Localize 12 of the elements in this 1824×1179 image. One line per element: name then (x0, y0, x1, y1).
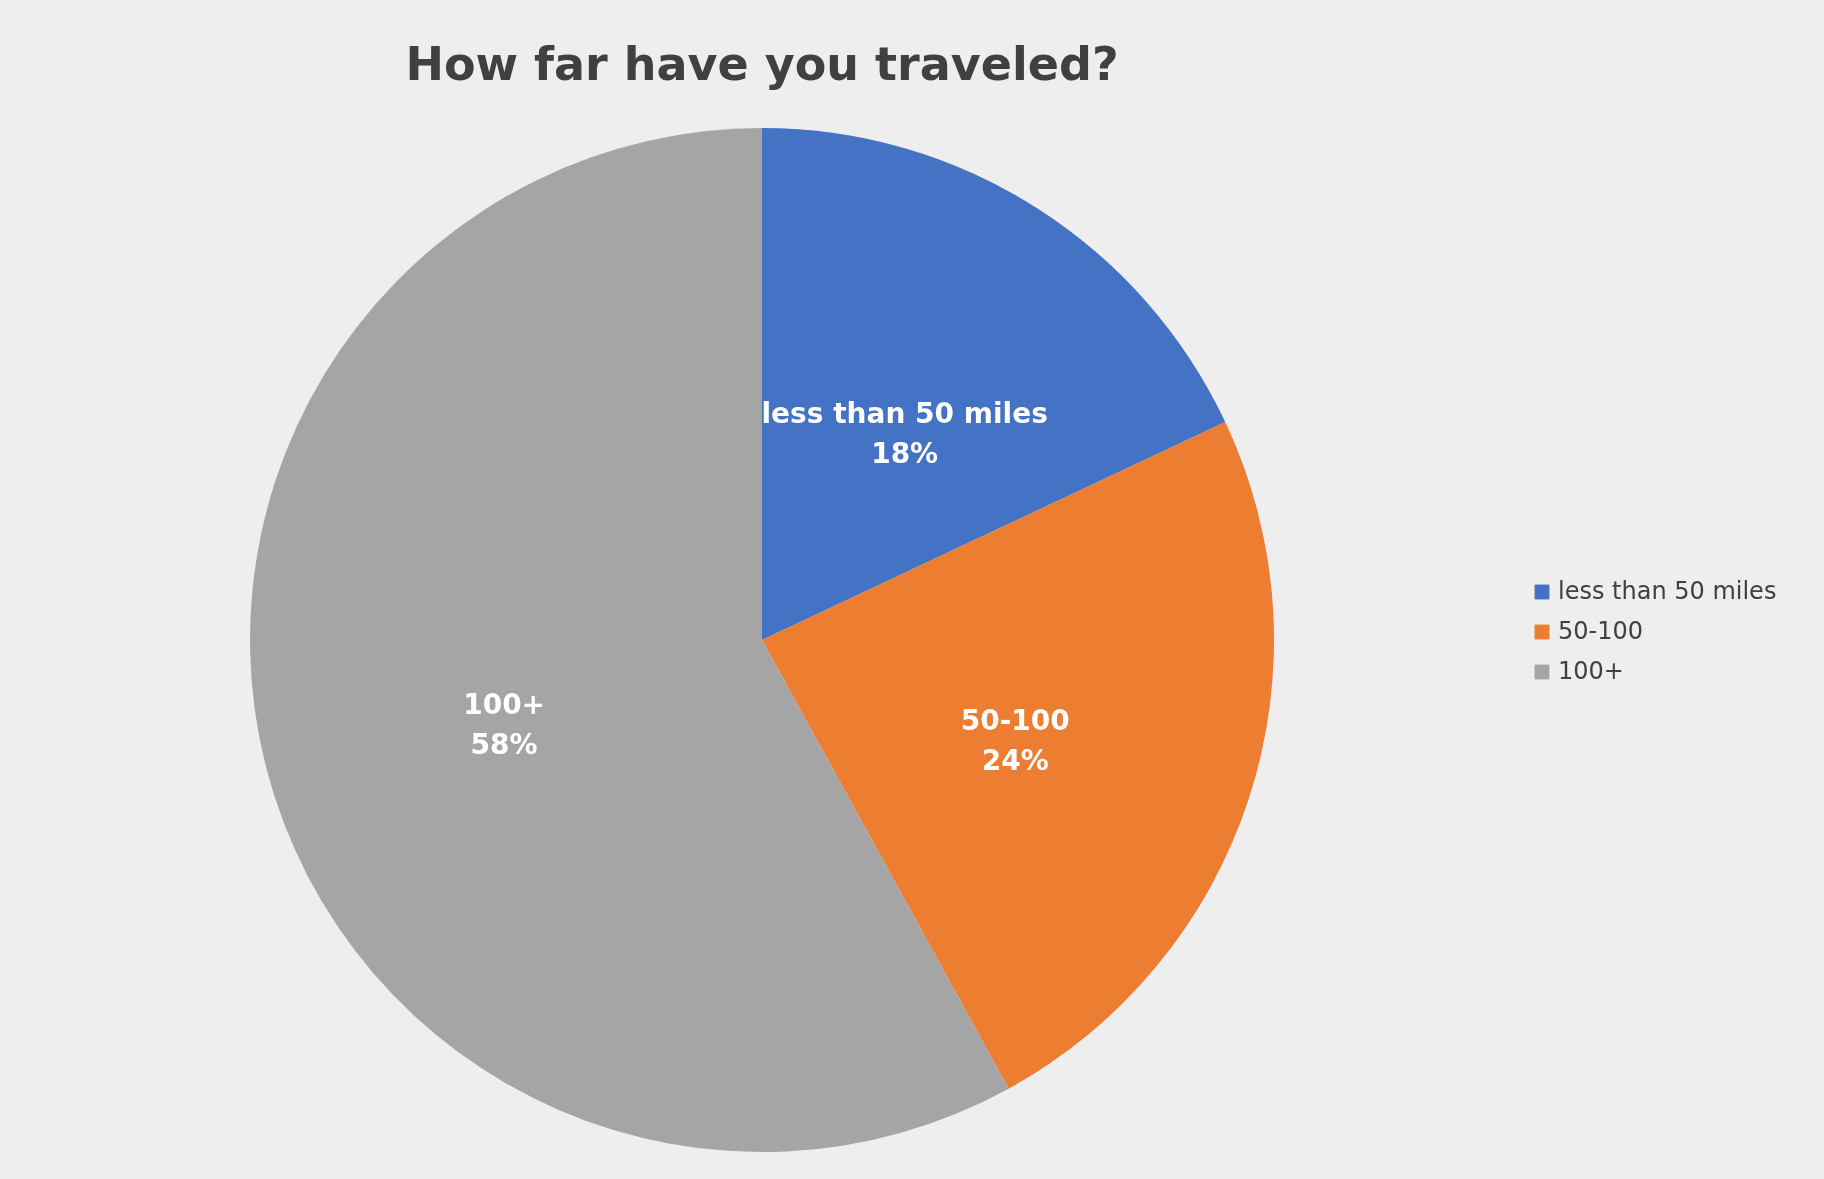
pie-slice (762, 422, 1273, 1089)
legend-label: 50-100 (1558, 617, 1644, 645)
data-label: 18% (871, 437, 939, 471)
pie-slice (762, 128, 1226, 640)
slice-label: 100+ (463, 688, 546, 722)
data-label: 58% (470, 728, 538, 762)
slice-label: 50-100 (960, 704, 1070, 738)
legend-label: 100+ (1558, 657, 1624, 685)
chart-title: How far have you traveled? (405, 37, 1119, 91)
legend-label: less than 50 miles (1558, 577, 1777, 605)
data-label: 24% (981, 744, 1049, 778)
slice-label: less than 50 miles (761, 397, 1048, 431)
